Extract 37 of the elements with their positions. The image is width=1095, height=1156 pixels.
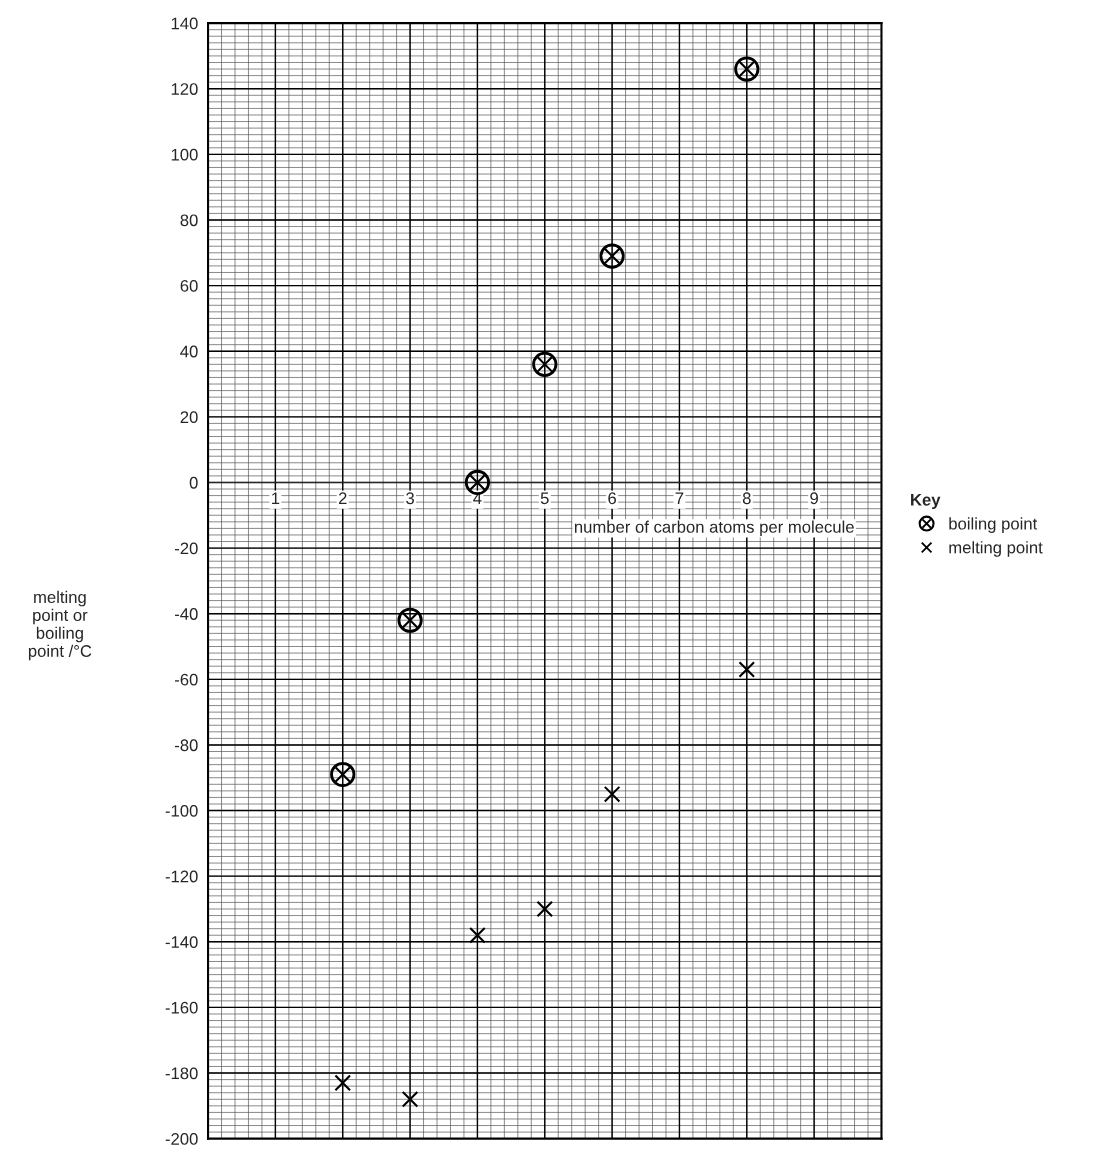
y-tick-label: -180	[165, 1067, 198, 1080]
y-tick-label: 20	[180, 411, 198, 424]
legend-label: boiling point	[949, 517, 1038, 533]
x-tick-label: 2	[338, 492, 347, 504]
y-tick-label: -200	[165, 1133, 198, 1145]
y-tick-label: 100	[171, 148, 198, 161]
y-tick-label: -140	[165, 936, 198, 948]
y-tick-label: -40	[174, 608, 198, 620]
point	[401, 1090, 419, 1108]
y-tick-label: 140	[171, 17, 198, 30]
x-tick-label: 8	[742, 492, 751, 505]
x-tick-label: 1	[272, 492, 280, 504]
x-axis-title: number of carbon atoms per molecule	[574, 520, 854, 537]
point	[536, 900, 554, 918]
y-tick-label: 0	[189, 476, 198, 489]
x-tick-label: 9	[810, 492, 818, 505]
x-tick-label: 6	[608, 492, 617, 505]
legend-title: Key	[911, 494, 941, 510]
point	[334, 1074, 352, 1092]
y-tick-label: 40	[180, 345, 198, 358]
y-tick-label: 120	[171, 83, 198, 95]
y-tick-label: -120	[165, 870, 198, 883]
x-tick-label: 3	[406, 492, 414, 505]
x-tick-label: 7	[675, 492, 684, 504]
point	[738, 661, 756, 678]
y-tick-label: -20	[174, 542, 198, 555]
legend-label: melting point	[949, 541, 1043, 557]
y-tick-label: 60	[180, 280, 198, 292]
y-tick-label: -160	[165, 1001, 198, 1014]
x-tick-label: 5	[540, 492, 549, 505]
y-tick-label: -80	[174, 739, 198, 752]
point	[469, 926, 486, 944]
y-axis-title: melting point or boiling point /°C	[28, 590, 92, 661]
y-tick-label: -100	[165, 804, 198, 817]
y-tick-label: -60	[174, 673, 198, 686]
point	[603, 785, 621, 803]
y-tick-label: 80	[180, 214, 198, 227]
